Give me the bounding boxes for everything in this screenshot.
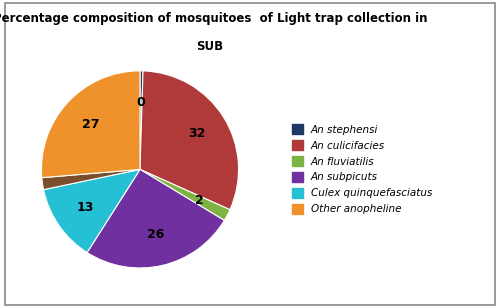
- Text: 13: 13: [76, 201, 94, 214]
- Wedge shape: [42, 71, 140, 178]
- Text: SUB: SUB: [196, 40, 224, 53]
- Text: 26: 26: [146, 228, 164, 241]
- Wedge shape: [140, 71, 143, 169]
- Wedge shape: [42, 169, 140, 190]
- Legend: An stephensi, An culicifacies, An fluviatilis, An subpicuts, Culex quinquefascia: An stephensi, An culicifacies, An fluvia…: [288, 120, 436, 219]
- Text: 2: 2: [195, 194, 203, 207]
- Wedge shape: [140, 71, 238, 210]
- Text: Percentage composition of mosquitoes  of Light trap collection in: Percentage composition of mosquitoes of …: [0, 12, 427, 25]
- Wedge shape: [87, 169, 224, 268]
- Text: 32: 32: [188, 127, 206, 140]
- Text: 0: 0: [136, 96, 145, 109]
- Text: 27: 27: [82, 118, 100, 131]
- Wedge shape: [140, 169, 230, 221]
- Wedge shape: [44, 169, 140, 253]
